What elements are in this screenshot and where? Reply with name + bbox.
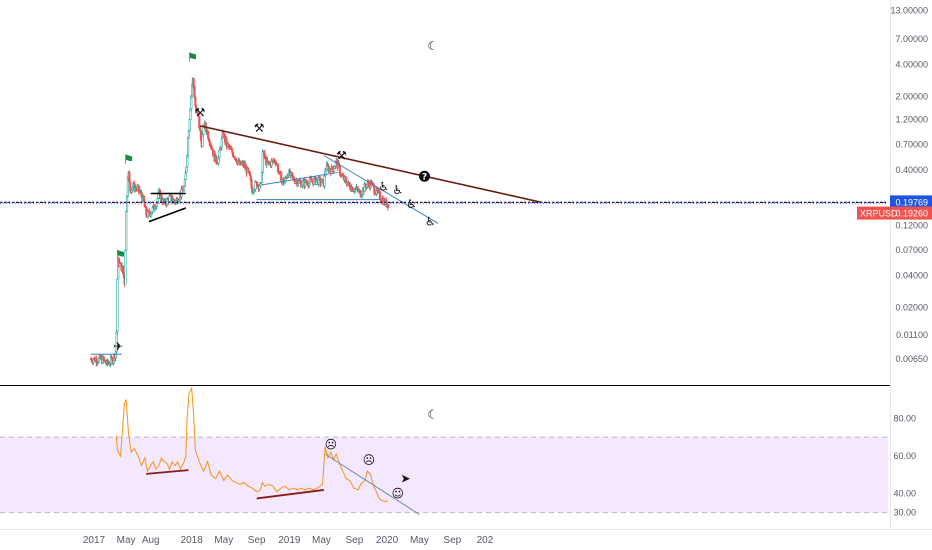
trendline-rsi-downtrend[interactable]	[324, 453, 420, 515]
rsi-line	[115, 386, 389, 502]
candle-down	[102, 356, 105, 361]
rsi-tick-label: 60.00	[893, 451, 916, 461]
symbol-badge	[857, 206, 932, 220]
smile-icon[interactable]: ☺	[391, 487, 404, 501]
candle-up	[150, 213, 153, 217]
x-tick-label: 2018	[181, 535, 204, 546]
axes: 13.00000 7.00000 4.00000 2.00000 1.20000 0.70…	[83, 6, 932, 546]
rsi-tick-label: 80.00	[893, 413, 916, 423]
question-icon[interactable]: ?	[422, 173, 427, 183]
trendline-triangle-lower[interactable]	[148, 207, 187, 223]
question-icon-bg	[418, 170, 430, 182]
candle-down	[129, 181, 132, 192]
wheelchair-icon[interactable]: ♿	[392, 183, 403, 197]
candle-up	[261, 151, 264, 173]
candle-down	[215, 155, 218, 163]
price-tick-label: 0.12000	[895, 220, 928, 230]
candle-down	[122, 265, 125, 274]
x-tick-label: 2020	[376, 535, 399, 546]
rsi-band	[0, 436, 888, 514]
x-tick-label: Sep	[345, 535, 363, 546]
moon-icon[interactable]: ☾	[427, 408, 438, 422]
hammer-icon[interactable]: ⚒	[336, 148, 347, 162]
rsi-tick-label: 30.00	[893, 508, 916, 518]
airplane-icon[interactable]: ✈	[113, 340, 123, 354]
price-tick-label: 0.04000	[895, 271, 928, 281]
candle-up	[183, 179, 186, 187]
moon-icon[interactable]: ☾	[427, 39, 438, 53]
candle-down	[331, 166, 334, 171]
x-tick-label: Sep	[248, 535, 266, 546]
candle-up	[187, 130, 190, 139]
rsi-pane[interactable]: ☹ ☹ ☺➤ ☾	[115, 386, 438, 515]
trendline-descending-resistance[interactable]	[199, 125, 542, 204]
rsi-tick-label: 40.00	[893, 489, 916, 499]
candle-up	[301, 180, 304, 186]
candle-down	[128, 171, 131, 183]
price-tick-label: 4.00000	[895, 60, 928, 70]
x-tick-label: May	[312, 535, 331, 546]
rsi-band-fill	[0, 437, 888, 513]
price-tick-label: 0.00650	[895, 354, 928, 364]
x-tick-label: Aug	[142, 535, 160, 546]
candle-up	[125, 210, 128, 251]
wheelchair-icon[interactable]: ♿	[406, 197, 417, 211]
candle-down	[231, 152, 235, 157]
candle-up	[116, 278, 119, 333]
price-tick-label: 0.70000	[895, 139, 928, 149]
x-tick-label: 2017	[83, 535, 106, 546]
candle-up	[184, 172, 187, 181]
price-tick-label: 2.00000	[895, 91, 928, 101]
price-pane[interactable]: ⚑⚑⚑✈⚒⚒⚒♿ ♿♿♿?☾	[0, 39, 888, 368]
flag-icon[interactable]: ⚑	[123, 153, 135, 168]
x-tick-label: May	[117, 535, 136, 546]
x-tick-label: May	[410, 535, 429, 546]
x-tick-label: 2019	[278, 535, 301, 546]
price-tick-label: 0.40000	[895, 165, 928, 175]
hammer-icon[interactable]: ⚒	[254, 121, 265, 135]
candle-up	[260, 172, 263, 183]
wheelchair-icon[interactable]: ♿	[425, 215, 436, 229]
x-tick-label: May	[214, 535, 233, 546]
candle-down	[247, 167, 250, 172]
candle-up	[188, 119, 191, 132]
candle-up	[220, 138, 223, 149]
price-tick-label: 0.02000	[895, 302, 928, 312]
x-tick-label: Sep	[443, 535, 461, 546]
neutral-face-icon[interactable]: ☹	[363, 453, 376, 467]
candle-down	[194, 96, 197, 107]
price-tick-label: 13.00000	[890, 6, 928, 16]
candle-up	[218, 150, 221, 159]
price-tick-label: 1.20000	[895, 115, 928, 125]
candle-down	[386, 204, 390, 208]
x-tick-label: 202	[477, 535, 494, 546]
symbol-price-value: 0.19260	[895, 209, 928, 219]
candle-up	[187, 137, 190, 156]
flag-icon[interactable]: ⚑	[115, 249, 127, 264]
price-tick-label: 7.00000	[895, 34, 928, 44]
frown-icon[interactable]: ☹	[325, 438, 338, 452]
trendline-channel[interactable]	[323, 155, 439, 224]
last-price-badge	[890, 195, 932, 209]
price-tick-label: 0.01100	[896, 330, 928, 340]
candle-up	[333, 168, 336, 172]
rocket-icon[interactable]: ➤	[400, 472, 410, 486]
price-tick-label: 0.07000	[895, 245, 928, 255]
symbol-label: XRPUSD	[860, 209, 898, 219]
candle-up	[183, 186, 186, 192]
hammer-icon[interactable]: ⚒	[195, 106, 206, 120]
trendline-rsi-support-2017[interactable]	[146, 469, 189, 475]
wheelchair-icon[interactable]: ♿	[378, 179, 389, 193]
trendline-rsi-support-2018[interactable]	[256, 489, 324, 500]
flag-icon[interactable]: ⚑	[187, 51, 199, 66]
last-price-value: 0.19769	[895, 197, 928, 207]
trendline-range-rising[interactable]	[261, 171, 338, 186]
